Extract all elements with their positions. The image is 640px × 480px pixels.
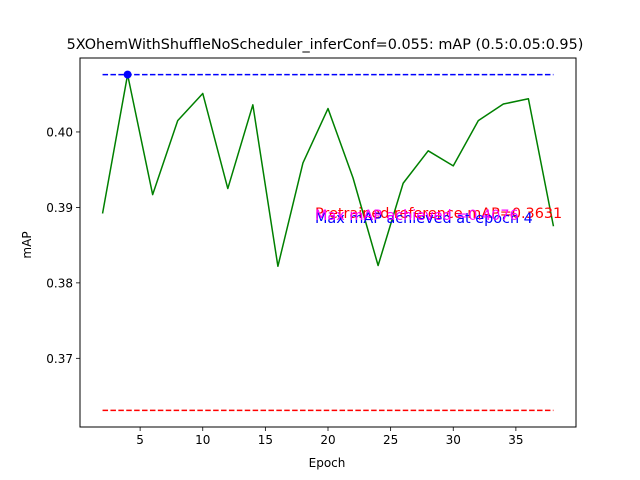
y-tick-label: 0.38 <box>46 276 73 290</box>
x-tick-label: 15 <box>258 433 273 447</box>
x-tick-label: 35 <box>508 433 523 447</box>
x-tick-label: 30 <box>446 433 461 447</box>
x-axis-label: Epoch <box>309 456 346 470</box>
y-tick-label: 0.37 <box>46 352 73 366</box>
annotation-2: Max mAP achieved =0.4076 <box>315 208 519 224</box>
annotation-1: Max mAP achieved at epoch 4 <box>315 211 533 227</box>
x-tick-label: 20 <box>320 433 335 447</box>
y-axis-label: mAP <box>20 231 34 258</box>
annotation-0: Pretrained reference mAP=0.3631 <box>315 206 562 222</box>
map-series-line <box>101 73 555 268</box>
x-tick-label: 5 <box>136 433 144 447</box>
chart-title: 5XOhemWithShuffleNoScheduler_inferConf=0… <box>67 37 584 53</box>
max-point-marker <box>123 70 132 79</box>
y-tick-label: 0.40 <box>46 125 73 139</box>
x-tick-label: 25 <box>383 433 398 447</box>
y-tick-label: 0.39 <box>46 201 73 215</box>
x-tick-label: 10 <box>195 433 210 447</box>
